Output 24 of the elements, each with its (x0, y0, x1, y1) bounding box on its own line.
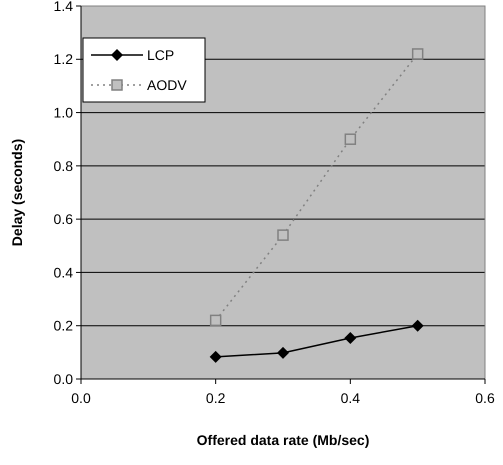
point (210, 350, 222, 363)
y-tick-label: 0.4 (54, 264, 74, 280)
x-axis-title: Offered data rate (Mb/sec) (196, 432, 370, 448)
point (277, 229, 289, 241)
point (277, 346, 289, 359)
x-tick-label: 0.0 (71, 390, 91, 406)
point (210, 314, 222, 326)
y-tick-label: 1.4 (54, 0, 74, 14)
x-tick-label: 0.6 (475, 390, 495, 406)
point (344, 133, 356, 145)
point (412, 48, 424, 60)
y-axis-title: Delay (seconds) (9, 138, 25, 246)
legend-label: AODV (147, 76, 188, 93)
point (412, 320, 424, 332)
x-tick-label: 0.2 (206, 390, 226, 406)
point (344, 332, 356, 344)
y-tick-label: 0.6 (54, 211, 74, 228)
x-tick-label: 0.4 (340, 390, 360, 406)
y-tick-label: 0.2 (54, 318, 74, 334)
y-tick-label: 0.0 (54, 370, 74, 387)
y-tick-label: 1.0 (54, 104, 74, 120)
legend-label: LCP (147, 46, 174, 63)
y-tick-label: 1.2 (54, 51, 74, 68)
y-tick-label: 0.8 (54, 158, 74, 174)
